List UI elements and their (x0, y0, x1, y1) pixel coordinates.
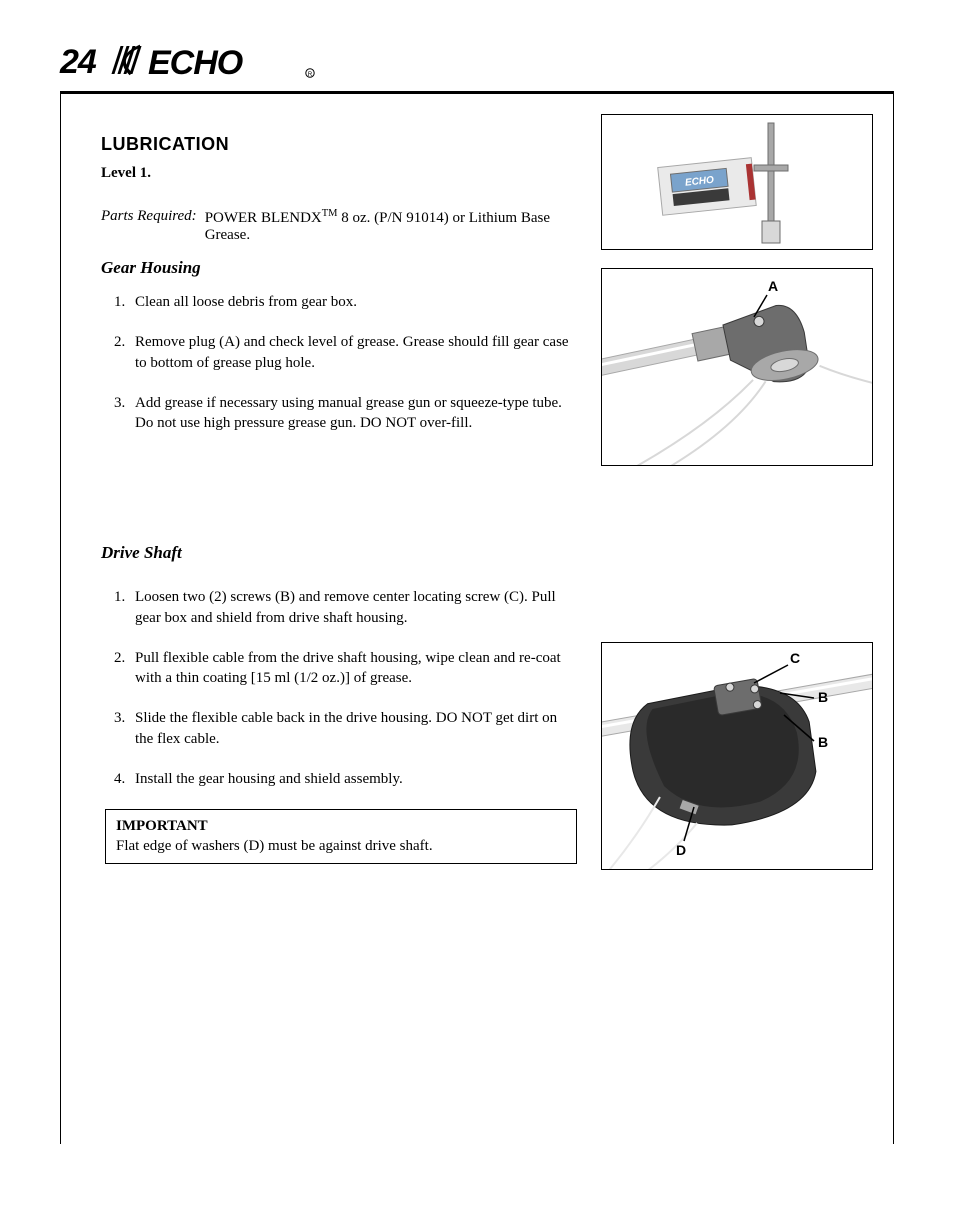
list-item: Pull flexible cable from the drive shaft… (129, 648, 577, 689)
figure-label-a: A (768, 278, 778, 294)
figure-label-b-lower: B (818, 734, 828, 750)
parts-required-value: POWER BLENDXTM 8 oz. (P/N 91014) or Lith… (205, 208, 577, 244)
important-text: Flat edge of washers (D) must be against… (116, 836, 566, 856)
figure-shield-assembly: B B C D (601, 642, 873, 870)
parts-required: Parts Required: POWER BLENDXTM 8 oz. (P/… (101, 208, 577, 244)
page-number: 24 (60, 43, 96, 82)
gear-housing-steps: Clean all loose debris from gear box. Re… (101, 292, 577, 433)
content-frame: LUBRICATION Level 1. Parts Required: POW… (60, 94, 894, 1144)
list-item: Add grease if necessary using manual gre… (129, 393, 577, 434)
page-header: 24 ECHO R (60, 40, 894, 85)
drive-shaft-steps: Loosen two (2) screws (B) and remove cen… (101, 587, 577, 789)
section-title: LUBRICATION (101, 134, 577, 155)
important-title: IMPORTANT (116, 816, 566, 836)
brand-logo-icon: ECHO R (108, 40, 328, 85)
parts-required-label: Parts Required: (101, 208, 197, 244)
svg-text:R: R (308, 72, 313, 78)
level-label: Level 1. (101, 165, 577, 182)
figure-grease-product: ECHO (601, 114, 873, 250)
figure-spacer (601, 484, 873, 624)
list-item: Slide the flexible cable back in the dri… (129, 708, 577, 749)
subsection-gear-housing: Gear Housing (101, 258, 577, 278)
figure-label-b-upper: B (818, 689, 828, 705)
list-item: Install the gear housing and shield asse… (129, 769, 577, 789)
subsection-drive-shaft: Drive Shaft (101, 543, 577, 563)
list-item: Remove plug (A) and check level of greas… (129, 332, 577, 373)
figure-gear-housing: A (601, 268, 873, 466)
figure-label-d: D (676, 842, 686, 858)
svg-text:ECHO: ECHO (148, 44, 243, 80)
important-callout: IMPORTANT Flat edge of washers (D) must … (105, 809, 577, 864)
figure-label-c: C (790, 650, 800, 666)
list-item: Loosen two (2) screws (B) and remove cen… (129, 587, 577, 628)
text-column: LUBRICATION Level 1. Parts Required: POW… (101, 114, 577, 944)
figure-column: ECHO (601, 114, 873, 944)
list-item: Clean all loose debris from gear box. (129, 292, 577, 312)
